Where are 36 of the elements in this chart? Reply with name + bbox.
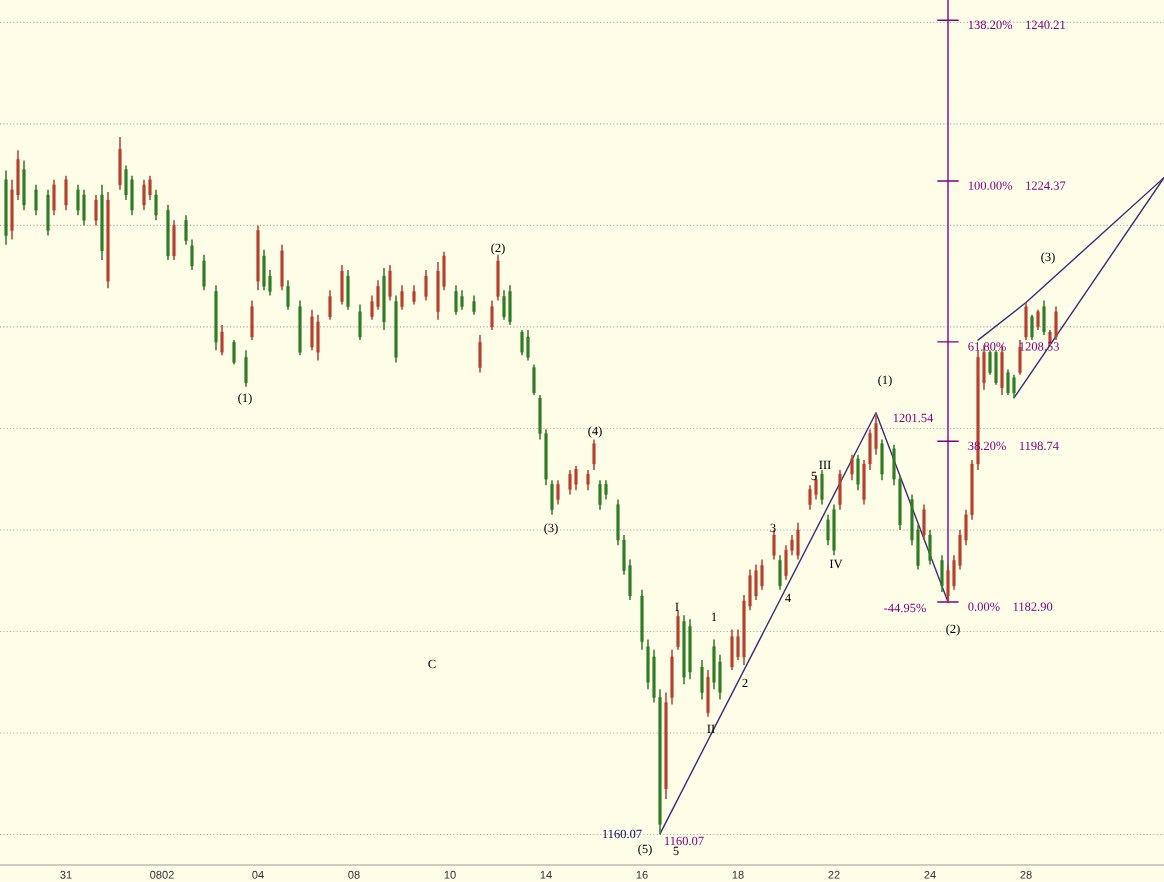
annotation: (4) (588, 426, 602, 438)
annotation: 4 (785, 593, 791, 603)
annotation: (5) (638, 844, 652, 856)
x-tick-label: 04 (252, 870, 264, 879)
annotation: (2) (946, 624, 960, 636)
annotation: IV (829, 559, 843, 569)
x-tick-label: 14 (540, 870, 552, 879)
annotation: 5 (673, 846, 679, 856)
annotation: 3 (770, 523, 776, 533)
x-tick-label: 22 (828, 870, 840, 879)
annotation: 5 (811, 471, 817, 481)
annotation: I (675, 602, 679, 612)
annotation: (1) (878, 375, 892, 387)
x-tick-label: 08 (348, 870, 360, 879)
annotation: (3) (1041, 252, 1055, 264)
x-tick-label: 24 (924, 870, 936, 879)
annotation: 1160.07 (665, 836, 704, 846)
ref-line-label: 100.00% 1224.37 (968, 181, 1066, 190)
x-tick-label: 18 (732, 870, 744, 879)
annotation: 1 (711, 612, 717, 622)
annotation: (1) (238, 393, 252, 405)
annotation: III (819, 460, 831, 470)
x-tick-label: 10 (444, 870, 456, 879)
ref-line-label: 138.20% 1240.21 (968, 20, 1065, 30)
x-tick-label: 16 (636, 870, 648, 879)
x-tick-label: 0802 (150, 870, 174, 879)
ref-line-label: 0.00% 1182.90 (968, 602, 1053, 611)
x-tick-label: 28 (1020, 870, 1032, 879)
annotation: (2) (491, 243, 505, 255)
x-tick-label: 31 (60, 870, 72, 879)
annotation: -44.95% (884, 603, 926, 613)
annotation: (3) (544, 523, 558, 535)
annotation: 1160.07 (603, 829, 642, 839)
annotation: 1201.54 (893, 413, 934, 423)
annotation: C (428, 659, 436, 669)
annotation: 2 (742, 678, 748, 688)
